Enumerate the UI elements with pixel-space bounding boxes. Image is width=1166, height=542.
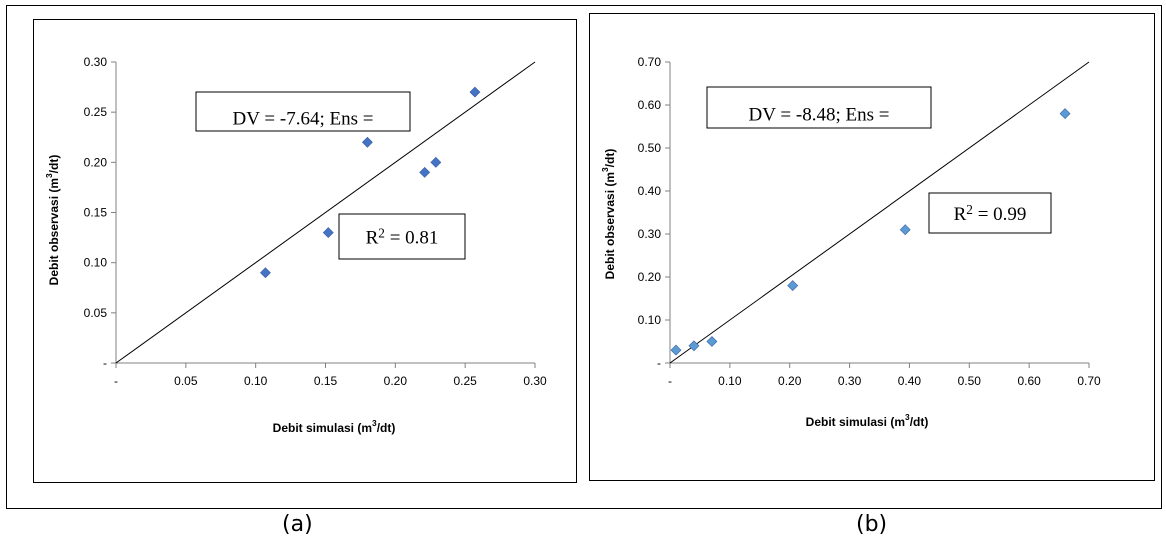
caption-a: (a) <box>282 512 313 537</box>
superscript: 3 <box>600 167 610 172</box>
text-part: /dt) <box>47 155 61 174</box>
r-squared-box <box>928 192 1052 234</box>
y-tick-label: 0.50 <box>638 141 662 155</box>
y-tick-label: 0.20 <box>84 155 108 169</box>
text-part: DV = -8.48; Ens = <box>749 105 890 126</box>
superscript: 3 <box>372 418 377 428</box>
dv-ens-label: DV = -8.48; Ens = <box>749 105 890 126</box>
y-tick-label: 0.25 <box>84 105 108 119</box>
dv-ens-box <box>706 86 932 129</box>
y-tick-label: 0.15 <box>84 206 108 220</box>
text-part: = 0.81 <box>385 228 438 249</box>
data-point <box>361 136 373 148</box>
data-point <box>322 227 334 238</box>
x-tick-label: 0.30 <box>838 374 862 388</box>
r-squared-label: R2 = 0.81 <box>366 226 439 249</box>
x-tick-label: 0.20 <box>778 374 802 388</box>
y-axis-title: Debit observasi (m3/dt) <box>44 155 61 286</box>
data-point <box>688 340 700 352</box>
dv-ens-label: DV = -7.64; Ens = <box>233 109 374 130</box>
r-squared-box <box>338 213 466 260</box>
y-tick-label: 0.70 <box>638 55 662 69</box>
x-tick-label: 0.10 <box>718 374 742 388</box>
y-tick-label: 0.05 <box>84 306 108 320</box>
x-tick-label: 0.20 <box>384 374 408 388</box>
data-point <box>670 344 682 356</box>
superscript: 2 <box>378 226 385 241</box>
text-part: Debit simulasi (m <box>273 421 372 435</box>
one-to-one-line <box>115 61 536 364</box>
figure-frame <box>6 5 1162 509</box>
superscript: 3 <box>905 412 910 422</box>
y-tick-label: 0.40 <box>638 184 662 198</box>
data-point <box>419 166 431 178</box>
one-to-one-line <box>669 61 1090 364</box>
superscript: 2 <box>966 202 973 217</box>
y-tick-label: - <box>657 356 661 370</box>
x-tick-label: 0.05 <box>174 374 198 388</box>
data-point <box>430 156 442 168</box>
x-tick-label: 0.70 <box>1077 374 1101 388</box>
chart-b-svg: - 0.10 0.20 0.30 0.40 0.50 0.60 0.70 - 0.10 0.20 0.… <box>600 55 1101 429</box>
r-squared-label: R2 = 0.99 <box>954 202 1027 225</box>
y-axis-title: Debit observasi (m3/dt) <box>600 149 617 280</box>
x-tick-label: 0.60 <box>1017 374 1041 388</box>
text-part: = 0.99 <box>973 204 1026 225</box>
dv-ens-box <box>195 91 411 132</box>
caption-b: (b) <box>856 512 888 537</box>
x-tick-label: 0.50 <box>958 374 982 388</box>
text-part: R <box>366 228 379 249</box>
y-tick-label: 0.60 <box>638 98 662 112</box>
data-point <box>787 280 799 292</box>
chart-a-svg: - 0.05 0.10 0.15 0.20 0.25 0.30 - 0.05 0.10 0.15 0.… <box>44 55 547 435</box>
chart-panel-b: - 0.10 0.20 0.30 0.40 0.50 0.60 0.70 - 0.10 0.20 0.… <box>589 13 1155 481</box>
x-tick-label: 0.15 <box>314 374 338 388</box>
text-part: /dt) <box>377 421 396 435</box>
superscript: 3 <box>44 173 54 178</box>
data-point <box>260 267 271 279</box>
data-point <box>899 224 911 236</box>
text-part: DV = -7.64; Ens = <box>233 109 374 130</box>
text-part: /dt) <box>603 149 617 168</box>
text-part: Debit observasi (m <box>603 172 617 279</box>
x-tick-label: 0.25 <box>453 374 477 388</box>
x-tick-label: 0.40 <box>898 374 922 388</box>
text-part: Debit simulasi (m <box>806 415 905 429</box>
y-tick-label: 0.10 <box>84 256 108 270</box>
y-tick-label: 0.30 <box>84 55 108 69</box>
x-tick-label: 0.30 <box>523 374 547 388</box>
x-axis-title: Debit simulasi (m3/dt) <box>273 418 396 435</box>
y-tick-label: - <box>103 356 107 370</box>
x-tick-label: - <box>668 374 672 388</box>
x-tick-label: - <box>114 374 118 388</box>
x-tick-label: 0.10 <box>244 374 268 388</box>
data-point <box>706 336 718 347</box>
y-tick-label: 0.30 <box>638 227 662 241</box>
text-part: R <box>954 204 967 225</box>
data-point <box>469 86 481 98</box>
text-part: Debit observasi (m <box>47 178 61 285</box>
data-point <box>1059 108 1071 120</box>
x-axis-title: Debit simulasi (m3/dt) <box>806 412 929 429</box>
chart-panel-a: - 0.05 0.10 0.15 0.20 0.25 0.30 - 0.05 0.10 0.15 0.… <box>33 19 577 483</box>
y-tick-label: 0.10 <box>638 313 662 327</box>
text-part: /dt) <box>910 415 929 429</box>
y-tick-label: 0.20 <box>638 270 662 284</box>
